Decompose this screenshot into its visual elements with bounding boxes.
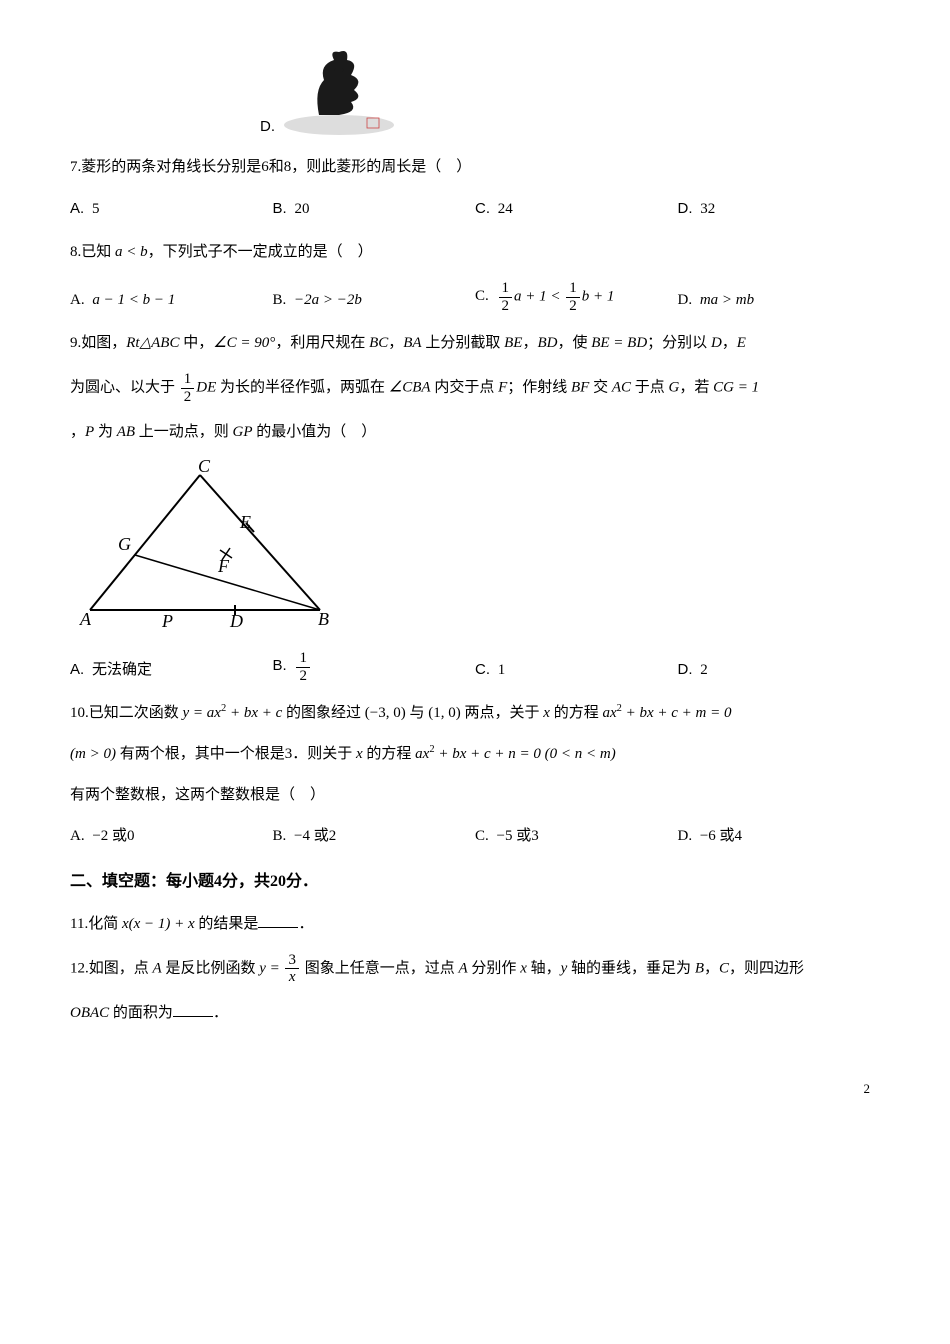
q8-d-label: D. (678, 292, 693, 308)
q8-b: −2a > −2b (294, 292, 362, 308)
q10-line1: 10.已知二次函数 y = ax2 + bx + c 的图象经过 (−3, 0)… (70, 700, 880, 727)
q9-c: 1 (498, 662, 506, 678)
triangle-diagram: C A B G E F D P (70, 460, 340, 630)
svg-text:C: C (198, 460, 211, 476)
q10-line2: (m > 0) 有两个根，其中一个根是3．则关于 x 的方程 ax2 + bx … (70, 741, 880, 768)
q10-d: −6 或4 (700, 828, 742, 844)
svg-text:G: G (118, 534, 131, 554)
q8-a: a − 1 < b − 1 (92, 292, 175, 308)
frac-half-4: 12 (296, 650, 310, 684)
q9-line3: ，P 为 AB 上一动点，则 GP 的最小值为（ ） (70, 419, 880, 446)
q11-expr: x(x − 1) + x (122, 916, 195, 932)
q10-d-label: D. (678, 828, 693, 844)
q10-c: −5 或3 (497, 828, 539, 844)
q9-figure: C A B G E F D P (70, 460, 880, 640)
q8-d: ma > mb (700, 292, 754, 308)
prev-option-d: D. (70, 40, 880, 140)
q10-c-label: C. (475, 828, 489, 844)
q12-line2: OBAC 的面积为． (70, 1000, 880, 1027)
q10-b: −4 或2 (294, 828, 336, 844)
ink-painting-icon (279, 40, 399, 140)
page-number: 2 (70, 1077, 880, 1100)
q8-a-label: A. (70, 292, 85, 308)
q7-a: 5 (92, 201, 100, 217)
svg-text:B: B (318, 609, 329, 629)
q7-b-label: B. (273, 200, 287, 217)
q9-d-label: D. (678, 661, 693, 678)
q9-b-label: B. (273, 657, 287, 674)
q8-c-label: C. (475, 288, 489, 304)
q8-cond: a < b (115, 244, 148, 260)
q9-a-label: A. (70, 661, 84, 678)
frac-half-3: 12 (181, 371, 195, 405)
q11-blank (258, 912, 298, 928)
svg-text:E: E (239, 512, 251, 532)
q7-d: 32 (700, 201, 715, 217)
q8-options: A. a − 1 < b − 1 B. −2a > −2b C. 12a + 1… (70, 280, 880, 314)
svg-text:F: F (217, 556, 230, 576)
frac-half-1: 12 (499, 280, 513, 314)
q7-a-label: A. (70, 200, 84, 217)
q7-options: A. 5 B. 20 C. 24 D. 32 (70, 195, 880, 223)
q9-options: A. 无法确定 B. 12 C. 1 D. 2 (70, 650, 880, 684)
q12-line1: 12.如图，点 A 是反比例函数 y = 3x 图象上任意一点，过点 A 分别作… (70, 952, 880, 986)
q8-stem: 8.已知 a < b，下列式子不一定成立的是（ ） (70, 239, 880, 266)
q9-line2: 为圆心、以大于 12DE 为长的半径作弧，两弧在 ∠CBA 内交于点 F；作射线… (70, 371, 880, 405)
q7-b: 20 (294, 201, 309, 217)
option-d-label: D. (260, 113, 275, 140)
q10-a-label: A. (70, 828, 85, 844)
q10-options: A. −2 或0 B. −4 或2 C. −5 或3 D. −6 或4 (70, 823, 880, 850)
q9-c-label: C. (475, 661, 490, 678)
q10-b-label: B. (273, 828, 287, 844)
q9-line1: 9.如图，Rt△ABC 中，∠C = 90°，利用尺规在 BC，BA 上分别截取… (70, 330, 880, 357)
q10-line3: 有两个整数根，这两个整数根是（ ） (70, 782, 880, 809)
svg-text:P: P (161, 611, 173, 630)
section-2-title: 二、填空题：每小题4分，共20分． (70, 868, 880, 897)
q7-c: 24 (498, 201, 513, 217)
svg-text:A: A (79, 609, 92, 629)
q8-b-label: B. (273, 292, 287, 308)
frac-half-2: 12 (566, 280, 580, 314)
q9-a: 无法确定 (92, 662, 152, 678)
q11-stem: 11.化简 x(x − 1) + x 的结果是． (70, 911, 880, 938)
q7-d-label: D. (678, 200, 693, 217)
q9-d: 2 (700, 662, 708, 678)
q7-c-label: C. (475, 200, 490, 217)
q7-stem: 7.菱形的两条对角线长分别是6和8，则此菱形的周长是（ ） (70, 154, 880, 181)
q12-blank (173, 1001, 213, 1017)
frac-3x: 3x (285, 952, 299, 986)
q10-a: −2 或0 (92, 828, 134, 844)
